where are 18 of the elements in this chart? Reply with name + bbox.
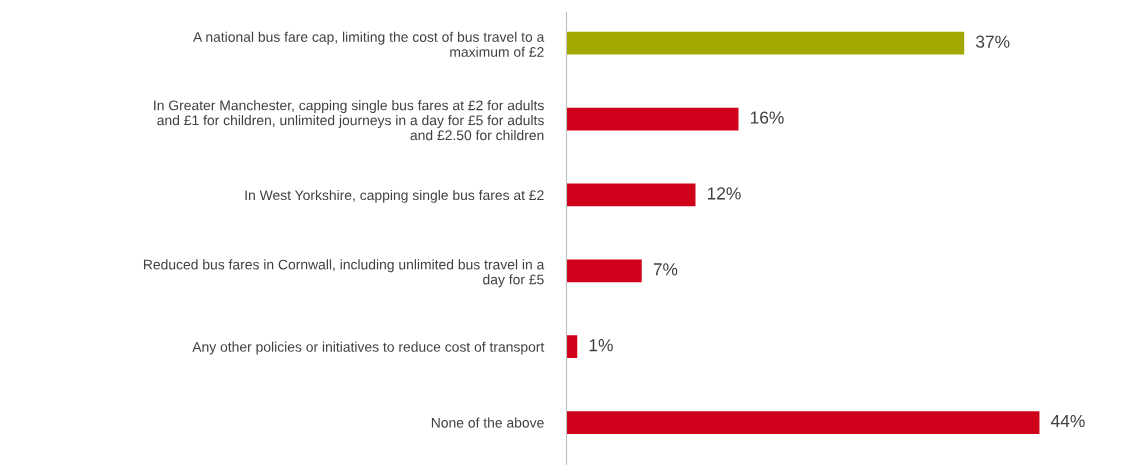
data-label: 1% — [589, 339, 613, 352]
bar — [566, 335, 578, 359]
data-label: 12% — [707, 187, 741, 200]
data-label: 16% — [750, 111, 784, 124]
y-tick-label: Reduced bus fares in Cornwall, including unlimited bus travel in a day for £5 — [143, 259, 545, 288]
bar — [566, 107, 739, 131]
bar — [566, 31, 965, 55]
data-label: 44% — [1050, 414, 1085, 428]
y-tick-label: None of the above — [431, 417, 544, 428]
y-tick-label: A national bus fare cap, limiting the cost of bus travel to a maximum of £2 — [193, 31, 545, 57]
y-tick-label: In West Yorkshire, capping single bus fares at £2 — [245, 189, 544, 203]
data-label: 7% — [653, 263, 678, 276]
data-label: 37% — [975, 35, 1010, 48]
y-tick-label: Any other policies or initiatives to reduce cost of transport — [192, 341, 545, 355]
y-tick-label: In Greater Manchester, capping single bus fares at £2 for adults and £1 for children, unlimited journeys in a day for £5 for adults and £2.50 for children — [154, 100, 544, 141]
bar — [566, 183, 696, 207]
bar — [566, 259, 642, 283]
bar — [566, 411, 1040, 434]
